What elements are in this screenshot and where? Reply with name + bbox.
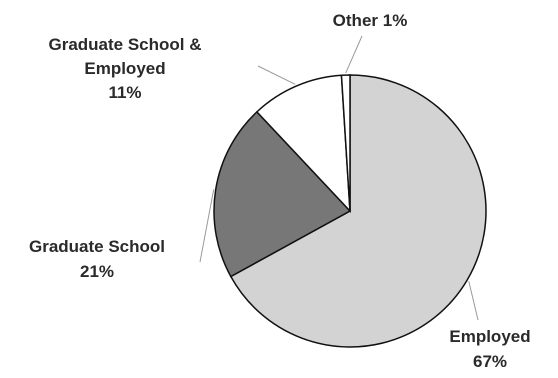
label-grad-employed-line1: Graduate School & <box>48 35 201 54</box>
label-graduate-school-and-employed: Graduate School & Employed 11% <box>48 35 201 102</box>
leader-lines <box>199 35 479 321</box>
pie-slice-employed <box>229 74 487 348</box>
label-employed-name: Employed <box>449 327 530 346</box>
leader-graduate-school <box>199 189 215 263</box>
label-graduate-school: Graduate School 21% <box>29 237 165 281</box>
value-other: Other 1% <box>333 11 408 30</box>
label-other: Other 1% <box>333 11 408 30</box>
value-graduate-school: 21% <box>80 262 114 281</box>
value-employed: 67% <box>473 352 507 371</box>
pie-slice-other <box>340 74 351 212</box>
value-grad-employed: 11% <box>108 83 141 102</box>
leader-other <box>345 35 363 74</box>
leader-employed <box>468 281 479 321</box>
label-grad-employed-line2: Employed <box>84 59 165 78</box>
label-employed: Employed 67% <box>449 327 530 371</box>
leader-grad-employed <box>257 65 296 85</box>
pie-slice-graduate-school-employed <box>255 74 351 214</box>
label-graduate-school-name: Graduate School <box>29 237 165 256</box>
pie-slice-graduate-school <box>213 110 352 278</box>
pie-slices <box>213 74 487 348</box>
